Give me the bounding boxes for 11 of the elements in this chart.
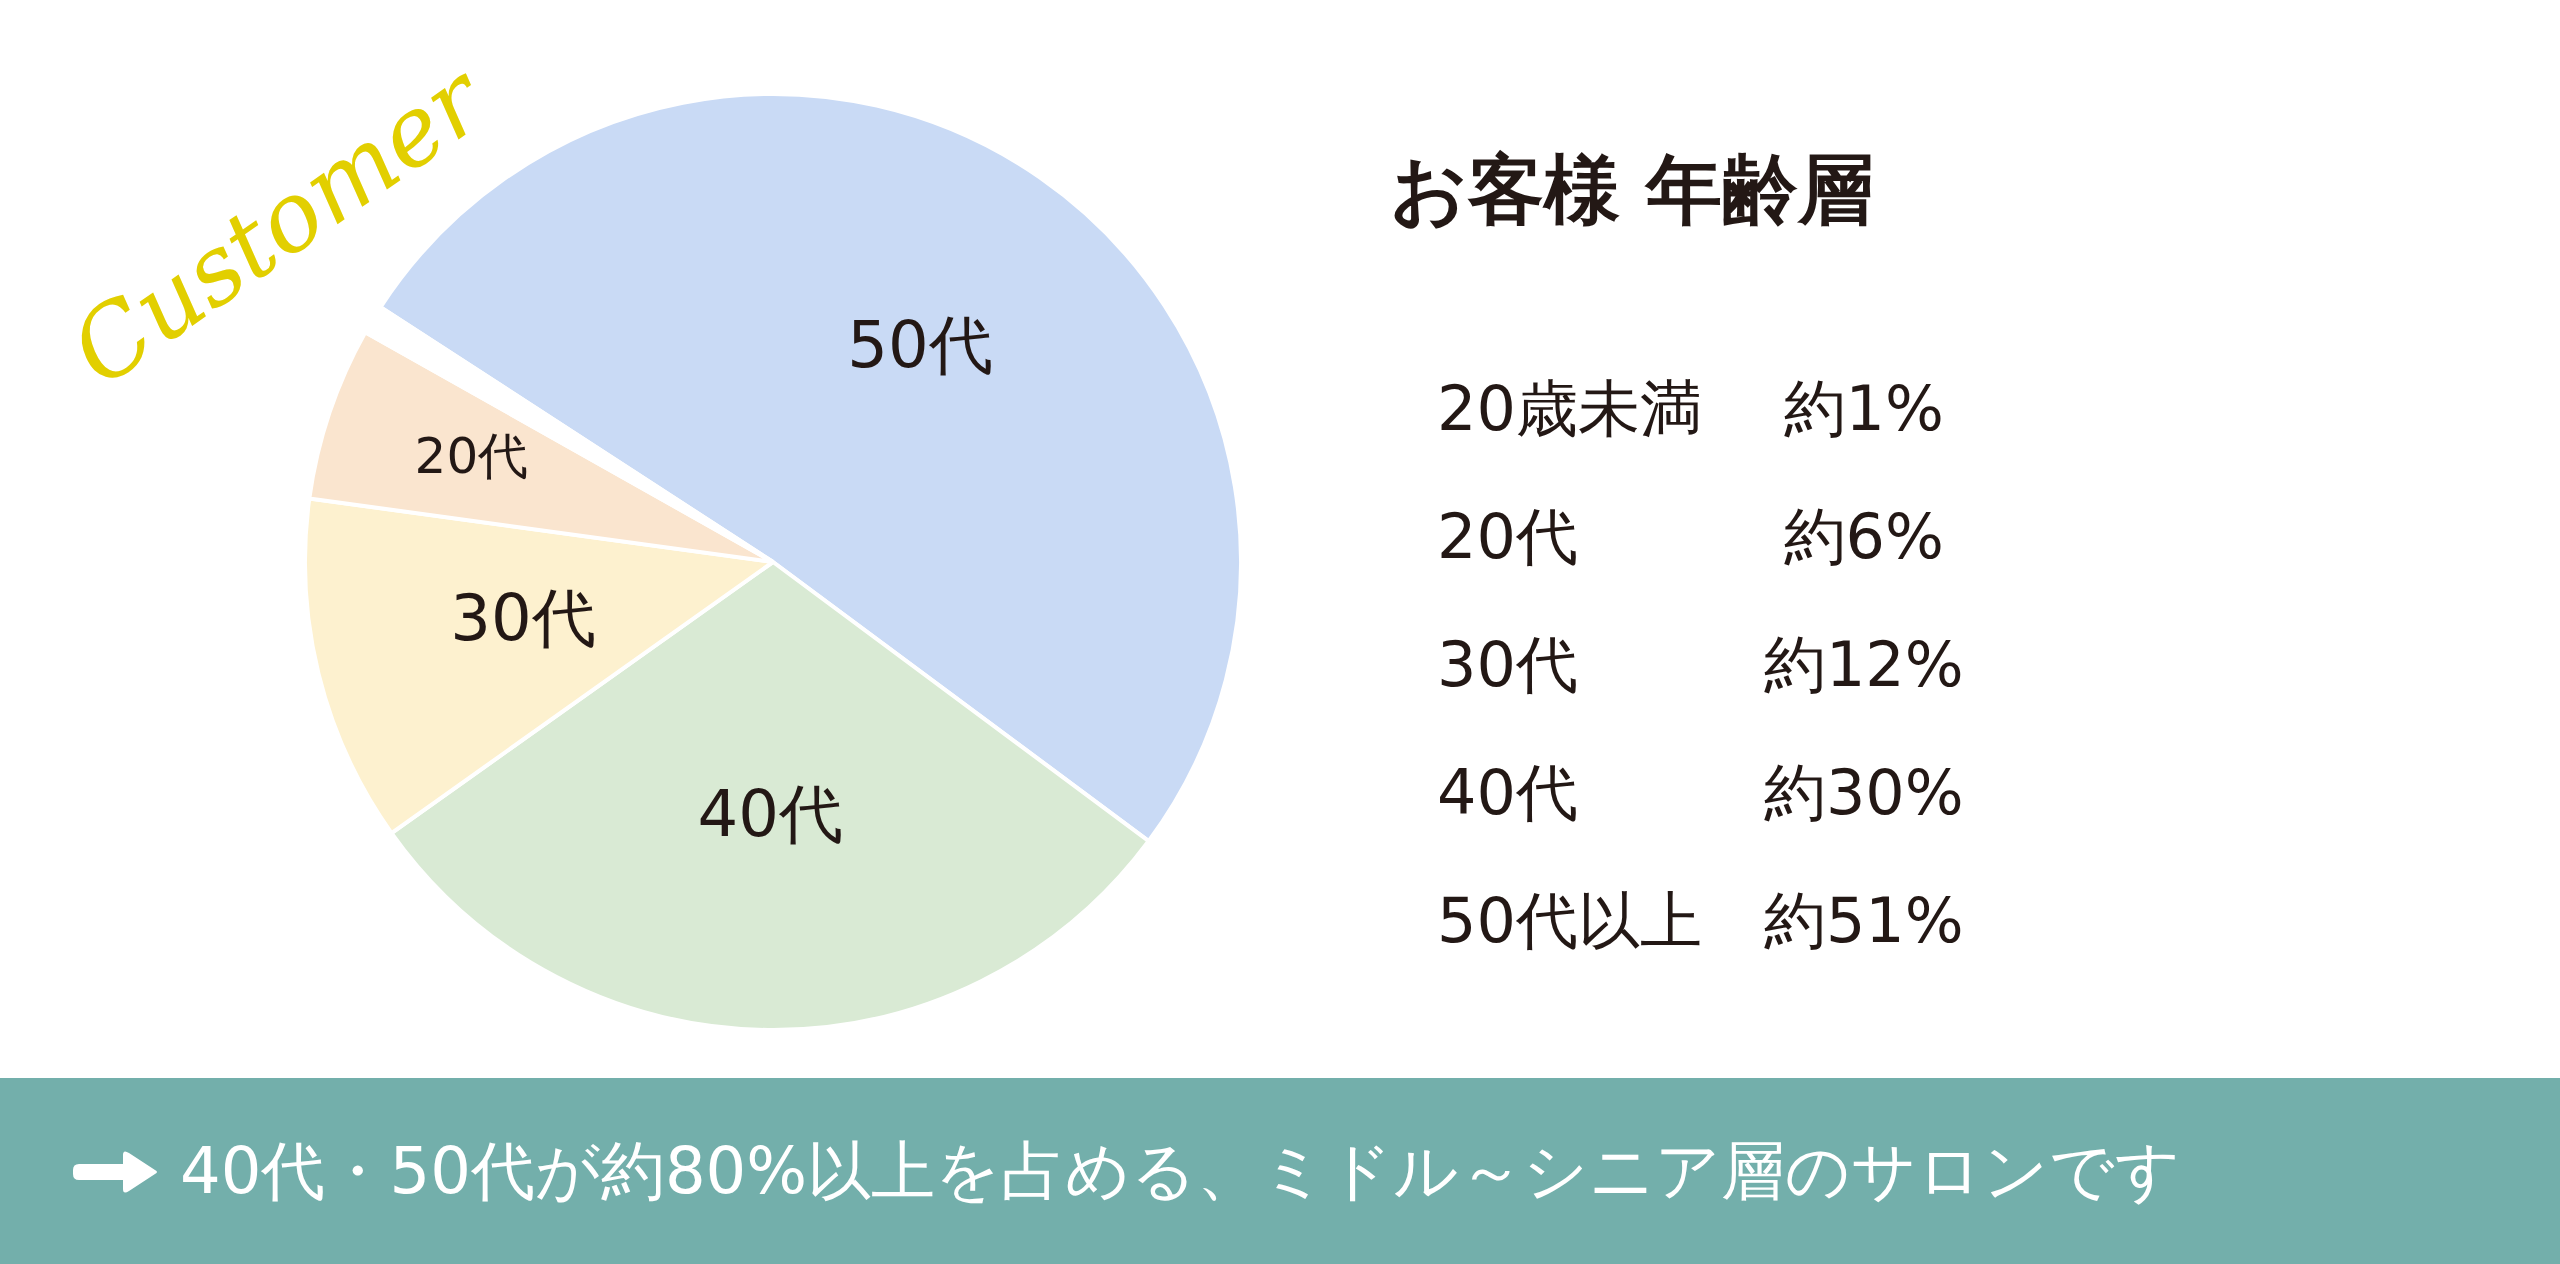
text: お客様 年齢層: [1390, 144, 1875, 236]
slice-label: 20代: [414, 427, 529, 486]
slice-label: 30代: [450, 581, 596, 656]
text: 40代 約30%: [1437, 755, 1964, 831]
slice-label: 40代: [697, 777, 844, 852]
text: 40代・50代が約80%以上を占める、ミドル～シニア層のサロンです: [180, 1132, 2182, 1210]
text: 20歳未満 約1%: [1437, 371, 1945, 447]
text: 50代以上 約51%: [1437, 883, 1964, 959]
text: 30代 約12%: [1437, 627, 1964, 703]
slice-label: 50代: [847, 308, 993, 383]
text: 20代 約6%: [1437, 499, 1945, 575]
